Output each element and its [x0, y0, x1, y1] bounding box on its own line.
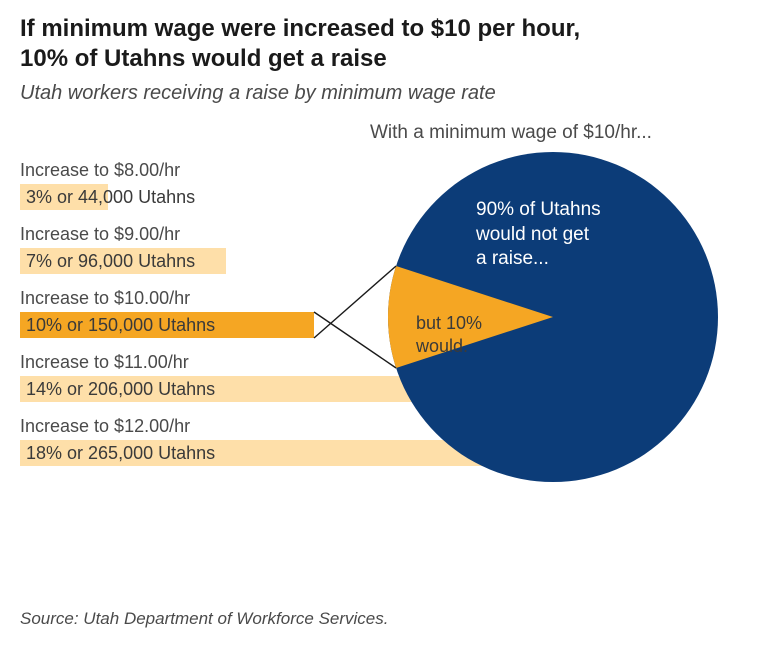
title-line-1: If minimum wage were increased to $10 pe… [20, 15, 580, 42]
bar: 10% or 150,000 Utahns [20, 312, 314, 338]
pie-chart: 90% of Utahns would not get a raise... b… [388, 152, 718, 482]
pie-main-l2: would not get [476, 224, 589, 245]
pie-label-main: 90% of Utahns would not get a raise... [476, 198, 601, 272]
chart-subtitle: Utah workers receiving a raise by minimu… [20, 82, 496, 105]
pie-label-slice: but 10% would. [416, 312, 482, 357]
pie-main-l1: 90% of Utahns [476, 199, 601, 220]
pie-main-l3: a raise... [476, 248, 549, 269]
source-text: Source: Utah Department of Workforce Ser… [20, 609, 388, 629]
bar: 7% or 96,000 Utahns [20, 248, 226, 274]
bar: 3% or 44,000 Utahns [20, 184, 108, 210]
bar: 14% or 206,000 Utahns [20, 376, 432, 402]
pie-caption: With a minimum wage of $10/hr... [370, 122, 652, 144]
title-line-2: 10% of Utahns would get a raise [20, 45, 387, 72]
pie-slice-l2: would. [416, 336, 468, 356]
pie-slice-l1: but 10% [416, 313, 482, 333]
chart-title: If minimum wage were increased to $10 pe… [20, 14, 580, 74]
